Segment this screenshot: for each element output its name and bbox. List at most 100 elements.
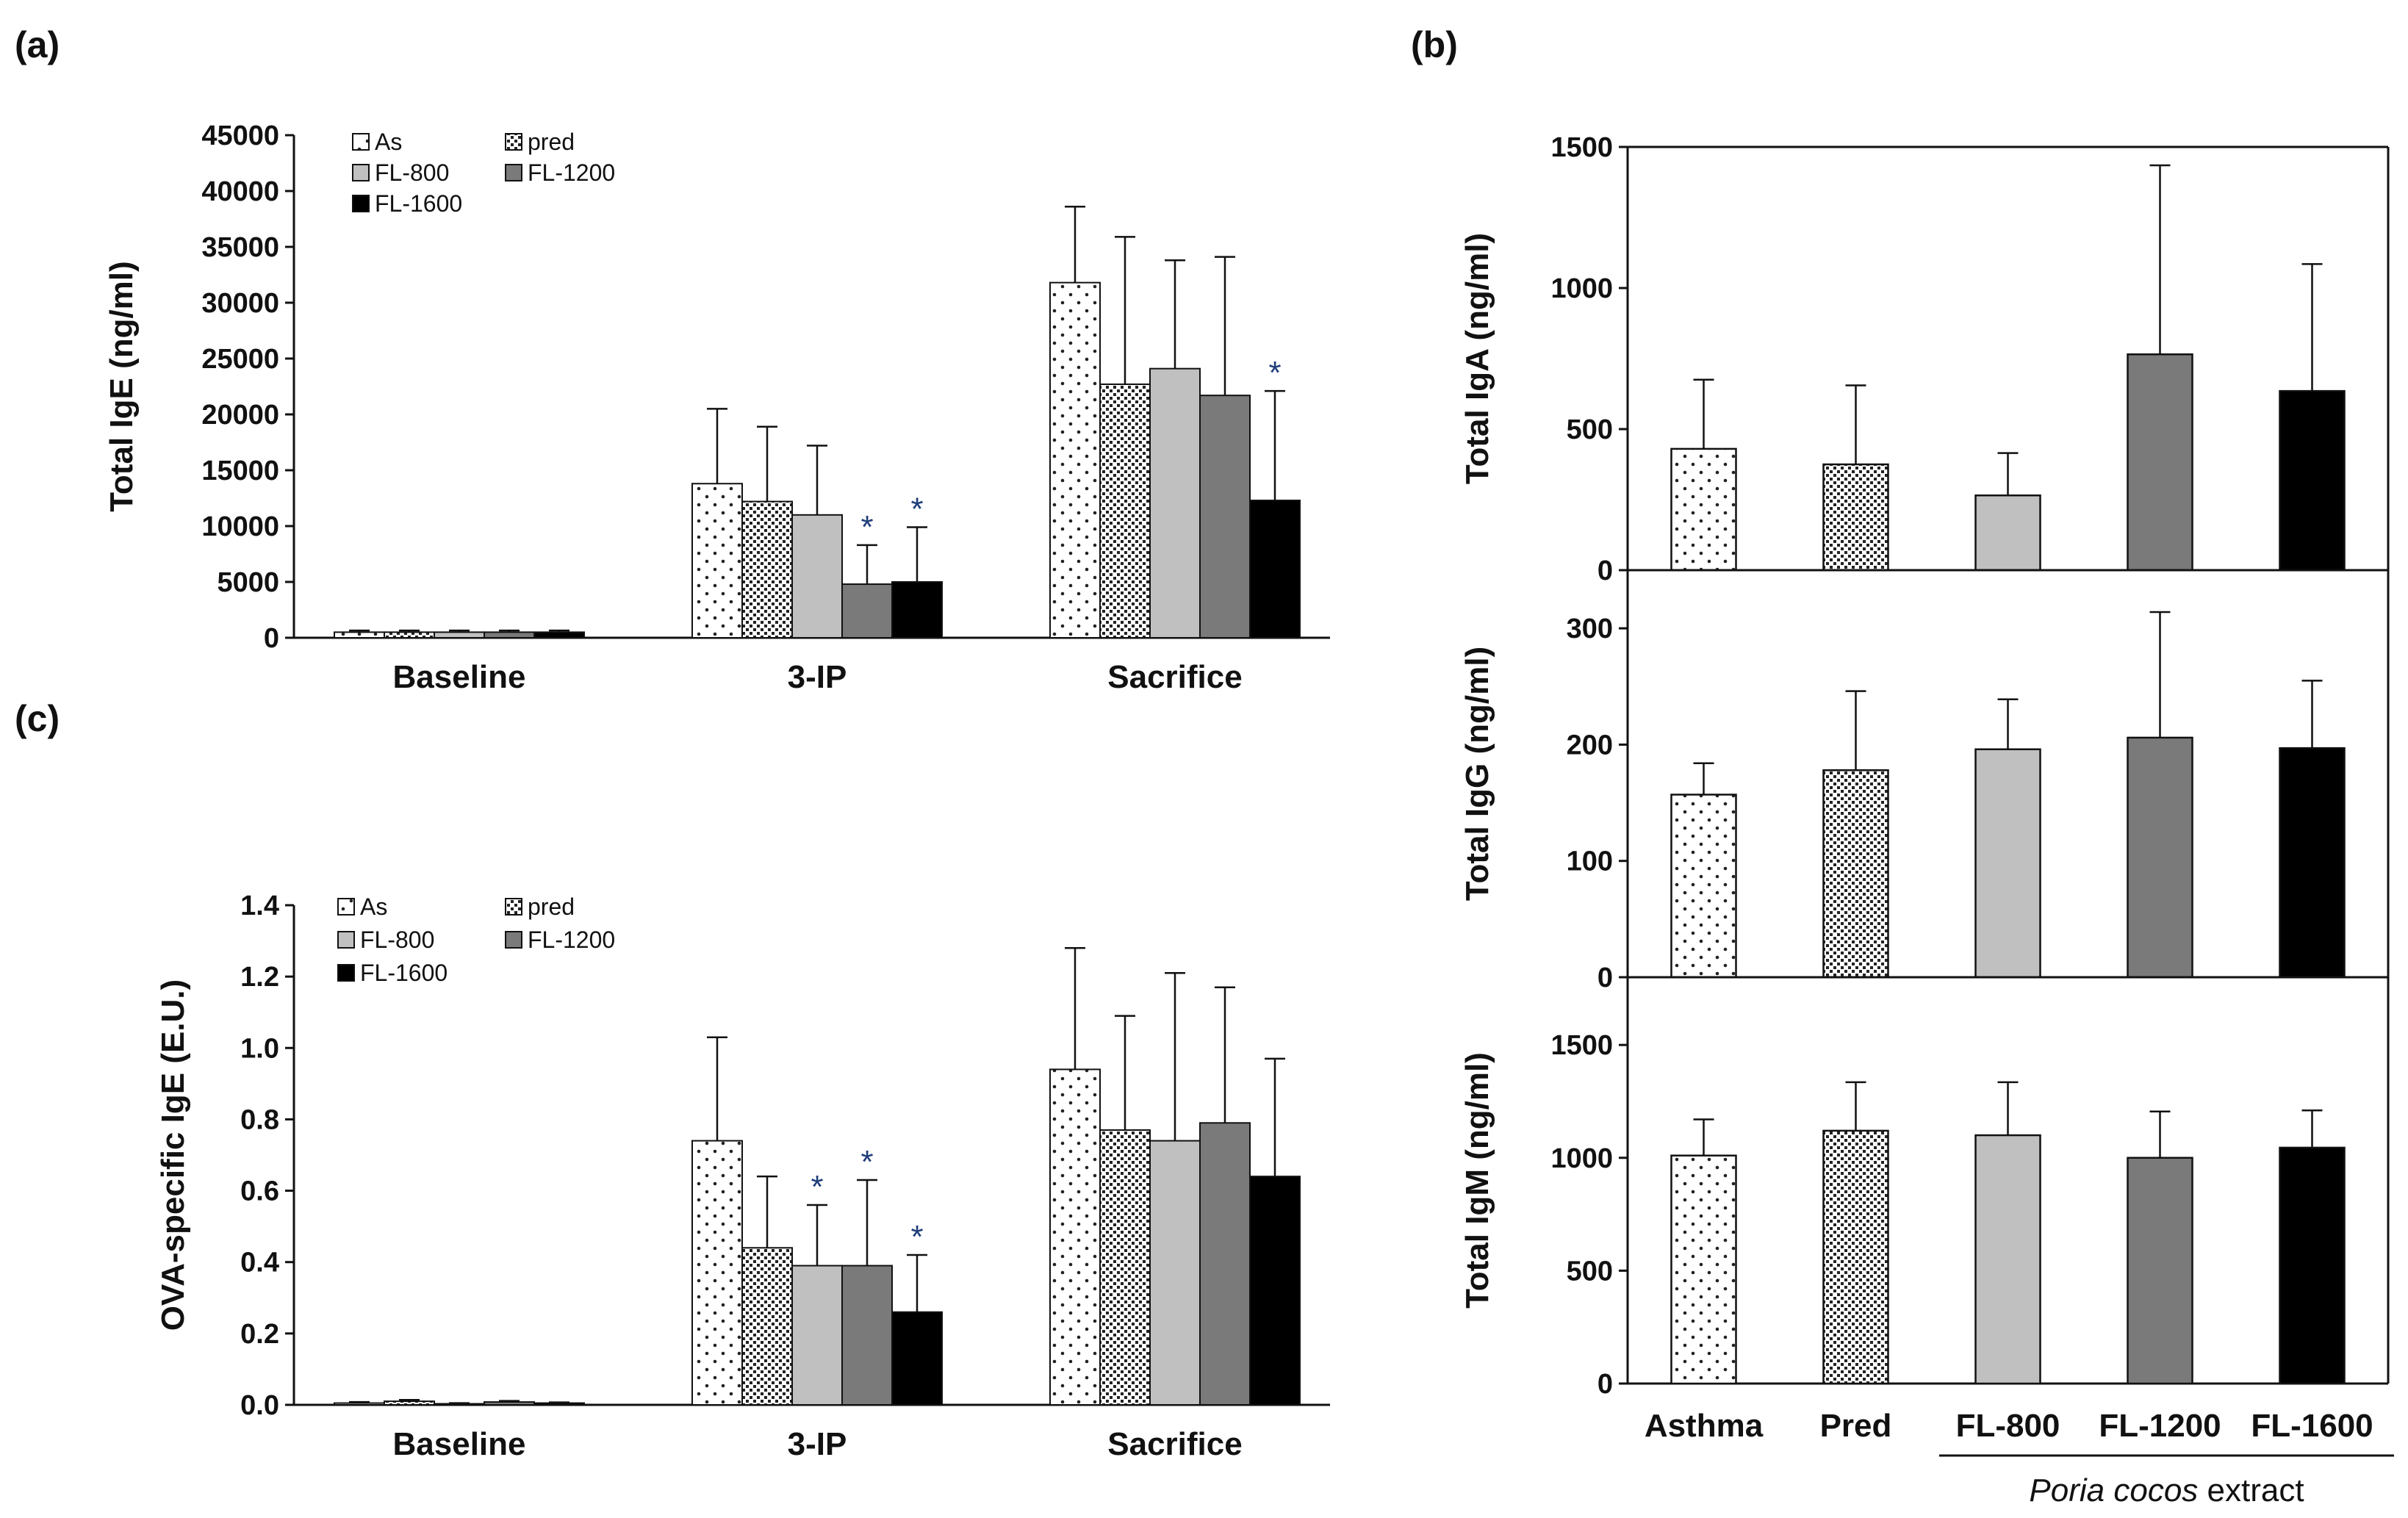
legend-swatch-as xyxy=(352,133,370,151)
y-tick-label: 500 xyxy=(1567,1256,1613,1287)
bar-fl-1600-sacrifice xyxy=(1249,500,1301,639)
group-label-rest: extract xyxy=(2198,1472,2304,1508)
bar-pred-sacrifice xyxy=(1099,383,1151,639)
bar-pred xyxy=(1822,769,1889,979)
bar-fl-1200-3-ip xyxy=(841,583,893,639)
legend-label-fl-800: FL-800 xyxy=(375,159,449,186)
bar-fl-800-sacrifice xyxy=(1149,1140,1201,1406)
legend-swatch-pred xyxy=(505,898,522,916)
chart-b-total-igm: 0 500 1000 1500 Total IgM (ng/ml) Asthma Pred F… xyxy=(1459,976,2394,1508)
significance-star: * xyxy=(910,492,923,528)
panel-label-c: (c) xyxy=(15,698,60,739)
bar-fl-1600 xyxy=(2279,389,2346,572)
bar-pred xyxy=(1822,1129,1889,1385)
y-tick-label: 5000 xyxy=(217,567,279,598)
y-tick-label: 200 xyxy=(1567,730,1613,760)
x-category-3-ip: 3-IP xyxy=(788,659,847,695)
y-tick-label: 500 xyxy=(1567,414,1613,445)
legend-label-fl-1200: FL-1200 xyxy=(528,159,615,186)
bar-fl-800-baseline xyxy=(434,631,485,639)
bar-pred-sacrifice xyxy=(1099,1129,1151,1406)
bar-fl-1600-baseline xyxy=(533,1402,585,1406)
y-axis-title: Total IgE (ng/ml) xyxy=(104,261,140,511)
y-tick-label: 15000 xyxy=(201,456,279,486)
bar-fl-1200-sacrifice xyxy=(1199,395,1251,639)
bar-fl-1200-baseline xyxy=(484,631,535,639)
bar-fl-800-3-ip xyxy=(791,514,843,639)
bar-fl-800-3-ip xyxy=(791,1265,843,1406)
legend-label-fl-1600: FL-1600 xyxy=(375,190,462,217)
x-category-asthma: Asthma xyxy=(1645,1408,1764,1444)
y-axis-title: Total IgG (ng/ml) xyxy=(1459,647,1495,901)
y-tick-label: 1500 xyxy=(1550,1030,1613,1061)
y-tick-label: 1000 xyxy=(1550,1143,1613,1174)
y-tick-label: 0 xyxy=(264,623,279,654)
y-tick-label: 1000 xyxy=(1550,273,1613,304)
y-tick-label: 25000 xyxy=(201,344,279,375)
y-tick-label: 0.2 xyxy=(240,1319,279,1350)
bar-asthma xyxy=(1670,447,1737,572)
bar-pred-baseline xyxy=(384,1400,435,1406)
y-tick-label: 1.4 xyxy=(240,891,279,921)
y-tick-label: 45000 xyxy=(201,120,279,151)
legend-label-fl-1600: FL-1600 xyxy=(360,960,448,986)
legend-swatch-as xyxy=(337,898,355,916)
x-category-fl-1200: FL-1200 xyxy=(2099,1408,2221,1444)
bar-as-baseline xyxy=(334,631,385,639)
group-label-italic: Poria cocos xyxy=(2029,1472,2198,1508)
panel-label-a: (a) xyxy=(15,24,60,65)
bar-fl-1600 xyxy=(2279,747,2346,979)
legend-label-pred: pred xyxy=(528,893,575,920)
legend-swatch-fl-1200 xyxy=(505,164,522,181)
bar-fl-1200 xyxy=(2127,736,2193,979)
bar-fl-1200-baseline xyxy=(484,1401,535,1406)
bar-fl-800-sacrifice xyxy=(1149,367,1201,639)
legend-swatch-fl-800 xyxy=(337,931,355,949)
y-tick-label: 0.4 xyxy=(240,1248,279,1278)
x-category-baseline: Baseline xyxy=(393,659,526,695)
x-category-3-ip: 3-IP xyxy=(788,1426,847,1462)
significance-star: * xyxy=(860,1144,873,1180)
bar-fl-800 xyxy=(1974,1134,2041,1385)
legend-swatch-fl-800 xyxy=(352,164,370,181)
significance-star: * xyxy=(860,509,873,545)
legend-swatch-pred xyxy=(505,133,522,151)
y-tick-label: 10000 xyxy=(201,511,279,542)
bar-fl-1600-3-ip xyxy=(891,581,943,639)
y-tick-label: 0.8 xyxy=(240,1104,279,1135)
bar-as-3-ip xyxy=(691,483,743,639)
y-axis-title: OVA-specific IgE (E.U.) xyxy=(155,979,191,1331)
chart-c-ova-specific-ige: 0.0 0.2 0.4 0.6 0.8 1.0 1.2 1.4 OVA-specific IgE… xyxy=(155,891,1330,1462)
significance-star: * xyxy=(910,1219,923,1255)
bar-pred-baseline xyxy=(384,631,435,639)
y-tick-label: 40000 xyxy=(201,176,279,207)
legend-label-pred: pred xyxy=(528,129,575,155)
y-tick-label: 300 xyxy=(1567,614,1613,644)
y-axis-title: Total IgM (ng/ml) xyxy=(1459,1052,1495,1309)
legend-label-fl-800: FL-800 xyxy=(360,927,434,953)
legend-label-fl-1200: FL-1200 xyxy=(528,927,615,953)
y-tick-label: 1.0 xyxy=(240,1033,279,1064)
significance-star: * xyxy=(811,1169,823,1205)
y-tick-label: 30000 xyxy=(201,288,279,319)
y-axis-title: Total IgA (ng/ml) xyxy=(1459,233,1495,484)
y-tick-label: 0 xyxy=(1597,555,1613,586)
legend-label-as: As xyxy=(375,129,402,155)
y-tick-label: 20000 xyxy=(201,400,279,431)
bar-fl-1600 xyxy=(2279,1146,2346,1385)
chart-b-total-iga: 0 500 1000 1500 Total IgA (ng/ml) xyxy=(1459,132,2390,586)
bar-as-sacrifice xyxy=(1049,281,1101,639)
bar-fl-800 xyxy=(1974,494,2041,572)
significance-star: * xyxy=(1268,355,1281,391)
y-tick-label: 1500 xyxy=(1550,132,1613,163)
x-category-fl-1600: FL-1600 xyxy=(2251,1408,2373,1444)
bar-fl-1200 xyxy=(2127,353,2193,572)
legend-label-as: As xyxy=(360,893,387,920)
bar-as-3-ip xyxy=(691,1140,743,1406)
chart-b-total-igg: 0 100 200 300 Total IgG (ng/ml) xyxy=(1459,569,2390,993)
bar-fl-800 xyxy=(1974,748,2041,979)
bar-fl-1200-sacrifice xyxy=(1199,1122,1251,1406)
chart-a-total-ige: 0 5000 10000 15000 20000 25000 30000 35000 40000… xyxy=(104,120,1330,695)
bar-as-sacrifice xyxy=(1049,1068,1101,1406)
